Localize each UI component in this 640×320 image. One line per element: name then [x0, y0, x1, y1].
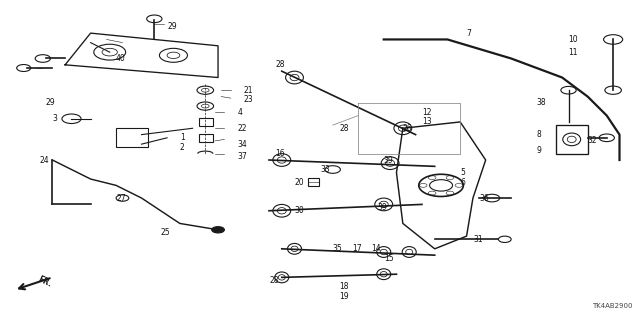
- Text: 24: 24: [40, 156, 49, 164]
- Text: 12: 12: [422, 108, 431, 117]
- Text: 1: 1: [180, 133, 184, 142]
- Text: 4: 4: [237, 108, 242, 117]
- Bar: [199, 118, 213, 126]
- Text: 40: 40: [116, 54, 126, 63]
- Text: 35: 35: [333, 244, 342, 253]
- Text: 38: 38: [537, 99, 547, 108]
- Text: 33: 33: [320, 165, 330, 174]
- Text: 11: 11: [568, 48, 578, 57]
- Text: 8: 8: [537, 130, 541, 139]
- Text: 23: 23: [244, 95, 253, 104]
- Text: TK4AB2900: TK4AB2900: [592, 303, 632, 309]
- Text: 28: 28: [269, 276, 278, 285]
- Text: 30: 30: [294, 206, 304, 215]
- Text: 18: 18: [339, 282, 349, 292]
- Text: 32: 32: [588, 136, 597, 146]
- Text: 22: 22: [237, 124, 246, 133]
- Bar: [199, 134, 213, 142]
- Text: 13: 13: [422, 117, 431, 126]
- Text: 14: 14: [371, 244, 381, 253]
- Text: 31: 31: [473, 235, 483, 244]
- Text: 21: 21: [244, 86, 253, 95]
- Text: 6: 6: [460, 178, 465, 187]
- Text: 19: 19: [339, 292, 349, 301]
- Text: 20: 20: [294, 178, 304, 187]
- Text: 28: 28: [339, 124, 349, 133]
- Text: 29: 29: [167, 22, 177, 31]
- Text: 9: 9: [537, 146, 541, 155]
- Text: 7: 7: [467, 28, 472, 38]
- Text: 10: 10: [568, 35, 578, 44]
- Bar: [116, 128, 148, 147]
- Text: 34: 34: [237, 140, 247, 148]
- Text: 25: 25: [161, 228, 170, 237]
- Text: 37: 37: [237, 152, 247, 161]
- Text: FR.: FR.: [36, 275, 53, 289]
- Text: 26: 26: [403, 124, 412, 133]
- Text: 28: 28: [275, 60, 285, 69]
- Text: 16: 16: [275, 149, 285, 158]
- Text: 39: 39: [384, 156, 394, 164]
- Text: 2: 2: [180, 143, 184, 152]
- Text: 15: 15: [384, 254, 394, 263]
- Bar: [556, 125, 588, 154]
- Text: 36: 36: [479, 194, 489, 203]
- Text: 17: 17: [352, 244, 362, 253]
- Text: 29: 29: [46, 99, 56, 108]
- Circle shape: [212, 227, 225, 233]
- Text: 39: 39: [378, 203, 387, 212]
- Text: 27: 27: [116, 194, 125, 203]
- Text: 3: 3: [52, 114, 57, 123]
- Text: 5: 5: [460, 168, 465, 177]
